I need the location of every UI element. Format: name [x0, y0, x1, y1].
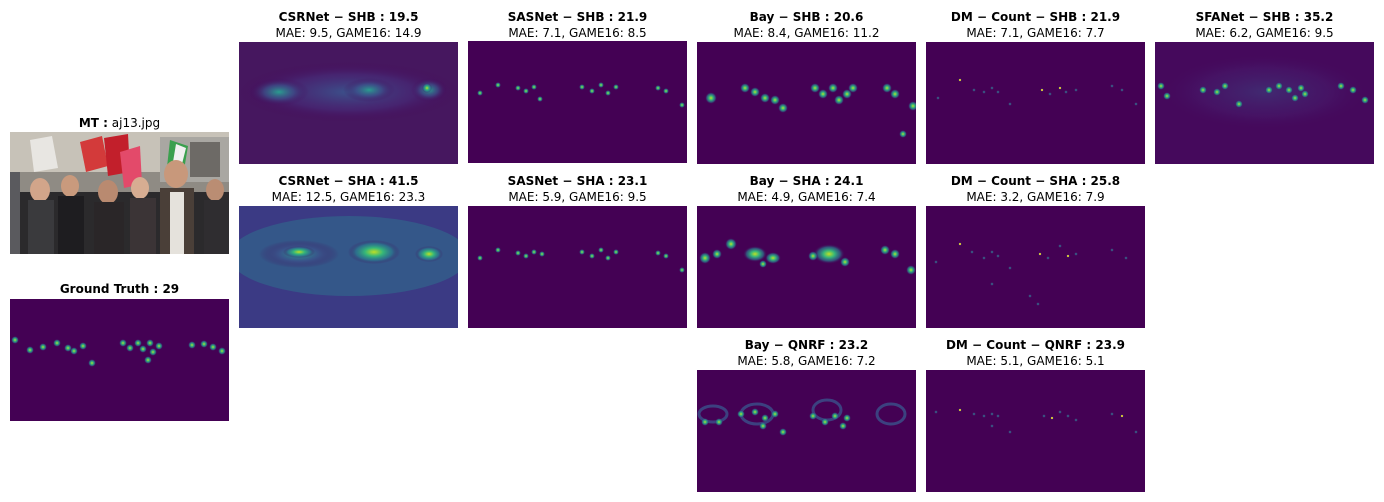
ground-truth-density-map	[10, 299, 229, 421]
prediction-metrics: MAE: 5.8, GAME16: 7.2	[737, 354, 876, 368]
density-map	[697, 42, 916, 164]
prediction-title: DM − Count − SHA : 25.8	[950, 174, 1121, 188]
density-map	[926, 370, 1145, 492]
density-map	[239, 206, 458, 328]
prediction-title: DM − Count − SHB : 21.9	[950, 10, 1121, 24]
prediction-metrics: MAE: 12.5, GAME16: 23.3	[271, 190, 426, 204]
prediction-title: Bay − SHA : 24.1	[749, 174, 864, 188]
density-map	[468, 206, 687, 328]
prediction-metrics: MAE: 8.4, GAME16: 11.2	[733, 26, 880, 40]
prediction-title: SASNet − SHA : 23.1	[507, 174, 648, 188]
prediction-metrics: MAE: 5.1, GAME16: 5.1	[966, 354, 1105, 368]
prediction-panel: SFANet − SHB : 35.2 MAE: 6.2, GAME16: 9.…	[1155, 10, 1374, 166]
prediction-panel: CSRNet − SHB : 19.5 MAE: 9.5, GAME16: 14…	[239, 10, 458, 166]
prediction-metrics: MAE: 5.9, GAME16: 9.5	[508, 190, 647, 204]
prediction-metrics: MAE: 9.5, GAME16: 14.9	[275, 26, 422, 40]
density-map	[697, 206, 916, 328]
ground-truth-panel: Ground Truth : 29	[10, 282, 229, 422]
prediction-title: CSRNet − SHB : 19.5	[278, 10, 419, 24]
prediction-title: SFANet − SHB : 35.2	[1195, 10, 1334, 24]
prediction-panel: DM − Count − SHB : 21.9 MAE: 7.1, GAME16…	[926, 10, 1145, 166]
prediction-title: DM − Count − QNRF : 23.9	[945, 338, 1126, 352]
prediction-title: SASNet − SHB : 21.9	[507, 10, 648, 24]
prediction-title: CSRNet − SHA : 41.5	[278, 174, 419, 188]
prediction-panel: Bay − QNRF : 23.2 MAE: 5.8, GAME16: 7.2	[697, 338, 916, 494]
prediction-metrics: MAE: 7.1, GAME16: 8.5	[508, 26, 647, 40]
density-map	[1155, 42, 1374, 164]
prediction-panel: SASNet − SHB : 21.9 MAE: 7.1, GAME16: 8.…	[468, 10, 687, 166]
input-image-title: MT : aj13.jpg	[78, 116, 161, 130]
input-image-panel: MT : aj13.jpg	[10, 116, 229, 254]
density-map	[468, 41, 687, 163]
prediction-title: Bay − SHB : 20.6	[749, 10, 864, 24]
density-map	[926, 206, 1145, 328]
prediction-title: Bay − QNRF : 23.2	[744, 338, 869, 352]
prediction-panel: CSRNet − SHA : 41.5 MAE: 12.5, GAME16: 2…	[239, 174, 458, 330]
density-map	[239, 42, 458, 164]
prediction-panel: DM − Count − SHA : 25.8 MAE: 3.2, GAME16…	[926, 174, 1145, 330]
prediction-panel: Bay − SHA : 24.1 MAE: 4.9, GAME16: 7.4	[697, 174, 916, 330]
prediction-panel: Bay − SHB : 20.6 MAE: 8.4, GAME16: 11.2	[697, 10, 916, 166]
prediction-metrics: MAE: 4.9, GAME16: 7.4	[737, 190, 876, 204]
ground-truth-title: Ground Truth : 29	[59, 282, 180, 296]
prediction-metrics: MAE: 3.2, GAME16: 7.9	[966, 190, 1105, 204]
prediction-metrics: MAE: 7.1, GAME16: 7.7	[966, 26, 1105, 40]
prediction-panel: SASNet − SHA : 23.1 MAE: 5.9, GAME16: 9.…	[468, 174, 687, 330]
crowd-photo	[10, 132, 229, 254]
density-map	[697, 370, 916, 492]
density-map	[926, 42, 1145, 164]
prediction-panel: DM − Count − QNRF : 23.9 MAE: 5.1, GAME1…	[926, 338, 1145, 494]
prediction-metrics: MAE: 6.2, GAME16: 9.5	[1195, 26, 1334, 40]
